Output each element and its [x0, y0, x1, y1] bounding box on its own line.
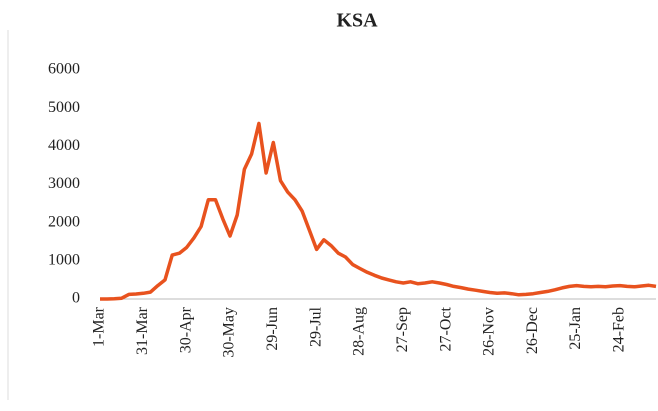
x-tick-label: 27-Sep: [394, 307, 411, 352]
x-tick-label: 24-Feb: [611, 307, 628, 352]
x-tick-label: 27-Oct: [437, 306, 454, 351]
x-tick-label: 31-Mar: [134, 306, 151, 355]
y-tick-label: 0: [72, 290, 80, 307]
x-tick-label: 25-Jan: [567, 307, 584, 350]
x-tick-label: 30-Apr: [177, 306, 194, 353]
x-tick-label: 26-Nov: [481, 307, 498, 356]
x-tick-label: 29-Jul: [307, 306, 324, 347]
x-tick-label: 1-Mar: [91, 306, 108, 347]
x-tick-label: 30-May: [221, 307, 238, 358]
y-tick-label: 3000: [48, 175, 80, 192]
x-tick-label: 29-Jun: [264, 307, 281, 351]
data-line: [100, 121, 657, 301]
x-tick-label: 26-Dec: [524, 307, 541, 354]
y-tick-label: 6000: [48, 61, 80, 78]
chart-title: KSA: [336, 10, 378, 32]
y-tick-label: 4000: [48, 137, 80, 154]
x-tick-label: 28-Aug: [351, 307, 368, 356]
y-tick-label: 5000: [48, 99, 80, 116]
y-tick-label: 2000: [48, 213, 80, 230]
y-tick-label: 1000: [48, 252, 80, 269]
